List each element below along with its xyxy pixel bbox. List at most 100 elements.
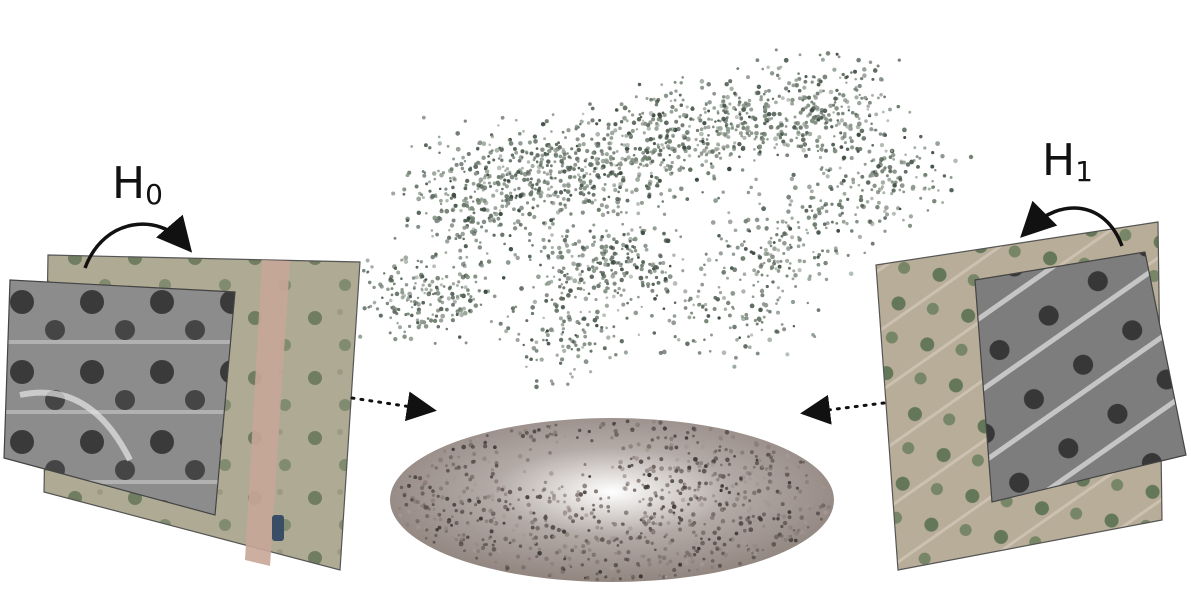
cloud-point xyxy=(831,142,836,147)
ground-point xyxy=(500,487,505,492)
cloud-point xyxy=(535,147,539,150)
cloud-point xyxy=(432,318,438,324)
cloud-point xyxy=(758,307,763,313)
cloud-point xyxy=(863,95,868,100)
cloud-point xyxy=(685,132,689,135)
ground-point xyxy=(434,461,438,466)
cloud-point xyxy=(822,74,828,80)
cloud-point xyxy=(712,174,716,178)
ground-point xyxy=(677,521,681,525)
ground-point xyxy=(781,514,787,519)
cloud-point xyxy=(797,226,801,229)
ground-point xyxy=(611,521,615,525)
cloud-point xyxy=(746,190,751,195)
ground-point xyxy=(550,491,554,495)
cloud-point xyxy=(587,292,591,295)
cloud-point xyxy=(466,288,470,292)
cloud-point xyxy=(605,296,609,300)
cloud-point xyxy=(797,96,802,101)
cloud-point xyxy=(697,155,701,158)
cloud-point xyxy=(514,305,518,309)
cloud-point xyxy=(846,253,850,257)
cloud-point xyxy=(820,143,825,148)
cloud-point xyxy=(810,80,814,84)
cloud-point xyxy=(571,166,576,171)
ground-point xyxy=(711,494,716,498)
ground-point xyxy=(599,537,605,542)
cloud-point xyxy=(641,111,645,115)
ground-point xyxy=(774,474,778,478)
cloud-point xyxy=(468,167,473,172)
cloud-point xyxy=(618,162,623,167)
cloud-point xyxy=(558,250,563,255)
ground-point xyxy=(430,464,435,468)
cloud-point xyxy=(820,205,825,210)
cloud-point xyxy=(429,195,434,200)
cloud-point xyxy=(620,143,623,146)
ground-point xyxy=(550,525,556,530)
ground-point xyxy=(536,557,540,561)
cloud-point xyxy=(753,318,758,323)
cloud-point xyxy=(853,69,857,74)
ground-point xyxy=(440,495,445,500)
cloud-point xyxy=(501,165,505,168)
cloud-point xyxy=(477,245,483,250)
cloud-point xyxy=(677,167,683,173)
cloud-point xyxy=(592,184,596,188)
right-image-stack xyxy=(875,221,1187,571)
cloud-point xyxy=(736,123,741,128)
cloud-point xyxy=(721,350,727,356)
cloud-point xyxy=(454,237,458,241)
cloud-point xyxy=(600,152,605,156)
cloud-point xyxy=(942,174,947,178)
cloud-point xyxy=(699,140,702,143)
cloud-point xyxy=(642,164,645,168)
cloud-point xyxy=(599,244,605,250)
ground-point xyxy=(718,445,722,448)
cloud-point xyxy=(868,173,873,178)
cloud-point xyxy=(529,151,534,156)
ground-point xyxy=(548,496,551,500)
cloud-point xyxy=(479,303,483,307)
cloud-point xyxy=(579,287,583,291)
cloud-point xyxy=(437,141,442,146)
cloud-point xyxy=(628,239,632,243)
cloud-point xyxy=(812,213,818,219)
ground-point xyxy=(651,419,656,424)
cloud-point xyxy=(596,283,601,289)
cloud-point xyxy=(551,382,555,386)
cloud-point xyxy=(747,98,752,103)
cloud-point xyxy=(763,102,769,108)
cloud-point xyxy=(515,194,518,197)
cloud-point xyxy=(719,237,724,241)
cloud-point xyxy=(612,325,616,329)
cloud-point xyxy=(660,143,664,147)
cloud-point xyxy=(446,144,450,148)
cloud-point xyxy=(727,112,730,116)
cloud-point xyxy=(696,294,700,299)
cloud-point xyxy=(621,222,625,226)
cloud-point xyxy=(485,252,489,255)
cloud-point xyxy=(613,122,618,127)
ground-point xyxy=(821,485,826,490)
cloud-point xyxy=(612,151,616,155)
cloud-point xyxy=(725,94,730,100)
cloud-point xyxy=(452,177,457,182)
cloud-point xyxy=(546,341,551,346)
ground-point xyxy=(622,474,627,479)
cloud-point xyxy=(819,199,823,203)
cloud-point xyxy=(880,185,885,189)
cloud-point xyxy=(561,344,565,349)
ground-point xyxy=(628,444,633,449)
cloud-point xyxy=(568,337,572,341)
cloud-point xyxy=(604,204,609,209)
cloud-point xyxy=(652,331,657,335)
cloud-point xyxy=(772,261,777,266)
cloud-point xyxy=(543,153,547,156)
cloud-point xyxy=(733,91,737,96)
cloud-point xyxy=(772,259,776,263)
cloud-point xyxy=(574,188,578,192)
ground-point xyxy=(623,510,629,516)
cloud-point xyxy=(508,141,514,146)
cloud-point xyxy=(425,265,428,269)
